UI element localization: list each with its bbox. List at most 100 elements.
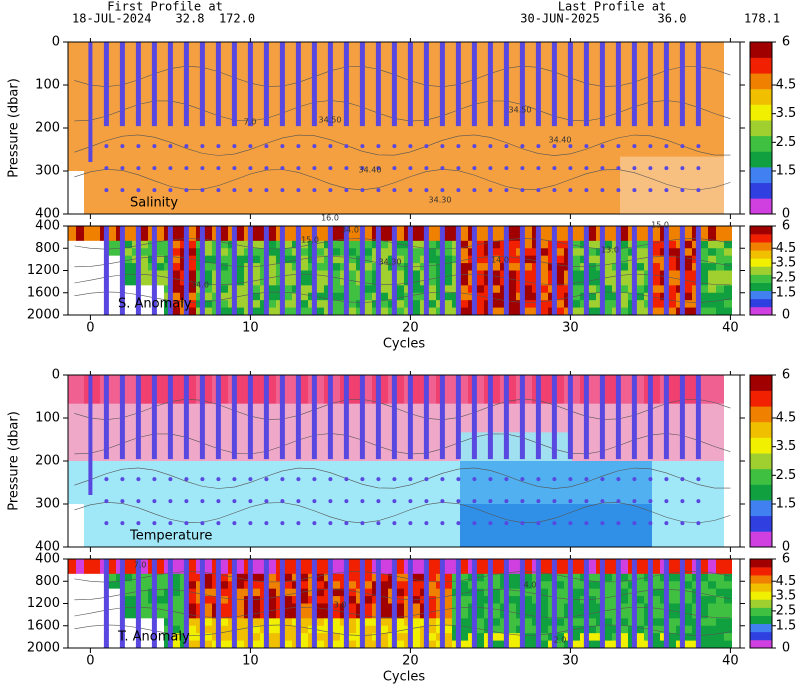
field-cell [724, 240, 733, 249]
field-cell [436, 156, 445, 172]
field-cell [684, 248, 693, 257]
field-cell [348, 226, 357, 234]
field-cell [380, 307, 389, 316]
x-tick-label: 30 [562, 654, 579, 669]
field-cell [204, 270, 213, 279]
field-cell [68, 226, 77, 234]
field-cell [564, 185, 573, 201]
field-cell [84, 56, 93, 72]
field-cell [412, 489, 421, 505]
field-cell [140, 588, 149, 597]
field-cell [116, 185, 125, 201]
y-tick-label: 1600 [27, 618, 60, 633]
field-cell [252, 633, 261, 642]
field-cell [492, 559, 501, 567]
colorbar-cell [750, 120, 772, 137]
field-cell [204, 70, 213, 86]
field-cell [204, 240, 213, 249]
profile-dot [264, 166, 269, 171]
field-cell [380, 142, 389, 158]
field-cell [68, 185, 77, 201]
profile-dot [488, 166, 493, 171]
field-cell [620, 156, 629, 172]
field-cell [316, 56, 325, 72]
field-cell [220, 610, 229, 619]
field-cell [588, 588, 597, 597]
field-cell [460, 263, 469, 271]
field-cell [348, 255, 357, 264]
profile-dot [584, 499, 589, 504]
field-cell [636, 263, 645, 271]
field-cell [68, 504, 77, 519]
field-cell [716, 185, 725, 201]
field-cell [332, 566, 341, 575]
field-cell [244, 171, 253, 186]
field-cell [76, 113, 85, 129]
field-cell [500, 199, 509, 215]
field-cell [492, 199, 501, 215]
field-cell [124, 300, 133, 309]
field-cell [108, 566, 117, 575]
field-cell [700, 596, 709, 604]
profile-dot [632, 499, 637, 504]
field-cell [212, 475, 221, 491]
field-cell [508, 113, 517, 129]
profile-dot [536, 499, 541, 504]
field-cell [524, 226, 533, 234]
field-cell [508, 263, 517, 271]
field-cell [572, 603, 581, 612]
field-cell [68, 56, 77, 72]
colorbar-tick-label: 4.5 [776, 574, 797, 589]
contour-label: 34.50 [509, 106, 532, 115]
profile-dot [488, 188, 493, 193]
field-cell [492, 633, 501, 642]
field-cell [68, 156, 77, 172]
field-cell [644, 518, 653, 534]
field-cell [108, 403, 117, 419]
profile-dot [440, 521, 445, 526]
field-cell [100, 185, 109, 201]
field-cell [156, 185, 165, 201]
field-cell [92, 588, 101, 597]
field-cell [116, 518, 125, 534]
field-cell [532, 199, 541, 215]
field-cell [516, 142, 525, 158]
field-cell [572, 588, 581, 597]
field-cell [388, 475, 397, 491]
field-cell [188, 566, 197, 575]
field-cell [188, 85, 197, 100]
field-cell [732, 581, 741, 590]
field-cell [444, 307, 453, 316]
field-cell [284, 559, 293, 567]
profile-dot [552, 499, 557, 504]
field-cell [380, 70, 389, 86]
field-cell [236, 113, 245, 129]
field-cell [140, 171, 149, 186]
field-cell [300, 292, 309, 301]
field-cell [68, 603, 77, 612]
field-cell [164, 475, 173, 491]
field-cell [380, 603, 389, 612]
field-cell [188, 199, 197, 215]
field-cell [188, 300, 197, 309]
field-cell [300, 618, 309, 627]
field-cell [684, 300, 693, 309]
field-cell [724, 610, 733, 619]
field-cell [348, 418, 357, 433]
field-cell [476, 240, 485, 249]
field-cell [108, 518, 117, 534]
field-cell [716, 307, 725, 316]
field-cell [500, 128, 509, 143]
field-cell [108, 581, 117, 590]
field-cell [716, 85, 725, 100]
field-cell [492, 566, 501, 575]
field-cell [140, 610, 149, 619]
field-cell [316, 581, 325, 590]
field-cell [556, 142, 565, 158]
field-cell [724, 432, 733, 448]
field-cell [236, 171, 245, 186]
field-cell [76, 99, 85, 115]
colorbar-tick-label: 0 [782, 308, 790, 323]
field-cell [204, 285, 213, 294]
field-cell [84, 418, 93, 433]
